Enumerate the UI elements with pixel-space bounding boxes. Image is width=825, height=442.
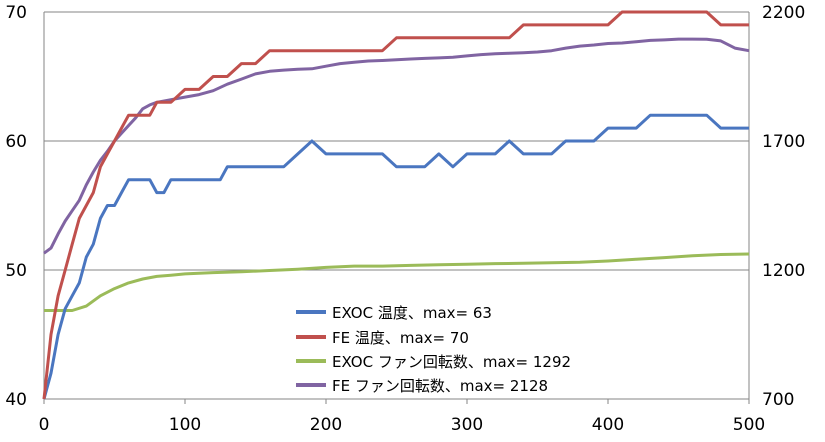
x-tick-label: 500 <box>733 415 765 435</box>
x-tick-label: 300 <box>451 415 483 435</box>
y-right-tick-label: 700 <box>762 390 794 410</box>
x-tick-label: 100 <box>169 415 201 435</box>
legend-label-fe-temp: FE 温度、max= 70 <box>332 329 469 347</box>
tick-labels: 40 50 60 70 700 1200 1700 2200 0 100 200 300 400 500 <box>5 3 805 435</box>
y-right-tick-label: 2200 <box>762 3 805 23</box>
x-tick-label: 0 <box>39 415 50 435</box>
y-right-tick-label: 1700 <box>762 132 805 152</box>
y-left-tick-label: 50 <box>5 261 27 281</box>
y-right-tick-label: 1200 <box>762 261 805 281</box>
series-line-exoc-temp <box>42 113 749 400</box>
y-left-tick-label: 40 <box>5 390 27 410</box>
series <box>42 10 750 400</box>
x-tick-label: 400 <box>592 415 624 435</box>
legend-label-exoc-temp: EXOC 温度、max= 63 <box>332 304 492 322</box>
y-left-tick-label: 70 <box>5 3 27 23</box>
legend-label-fe-fan: FE ファン回転数、max= 2128 <box>332 377 548 395</box>
series-line-fe-temp <box>42 10 749 400</box>
series-line-exoc-fan <box>44 252 750 312</box>
x-tick-label: 200 <box>310 415 342 435</box>
legend-label-exoc-fan: EXOC ファン回転数、max= 1292 <box>332 353 571 371</box>
axes <box>43 12 750 400</box>
legend: EXOC 温度、max= 63 FE 温度、max= 70 EXOC ファン回転… <box>296 304 571 395</box>
y-left-tick-label: 60 <box>5 132 27 152</box>
